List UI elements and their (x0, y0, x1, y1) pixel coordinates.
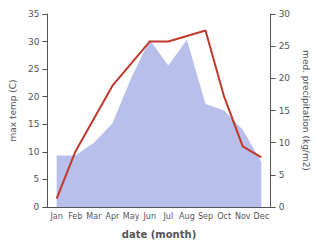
svg-text:Jan: Jan (49, 212, 62, 221)
svg-text:med. precipitation (kg/m2): med. precipitation (kg/m2) (301, 50, 311, 171)
svg-text:25: 25 (279, 41, 290, 51)
svg-text:Feb: Feb (68, 212, 82, 221)
svg-text:10: 10 (28, 147, 40, 157)
svg-text:20: 20 (279, 73, 291, 83)
svg-text:30: 30 (279, 9, 291, 19)
svg-text:Jun: Jun (142, 212, 156, 221)
svg-text:max temp (C): max temp (C) (8, 79, 18, 141)
svg-text:Oct: Oct (217, 212, 231, 221)
svg-text:Jul: Jul (162, 212, 173, 221)
svg-text:Apr: Apr (106, 212, 121, 221)
svg-text:Dec: Dec (254, 212, 269, 221)
svg-text:Mar: Mar (86, 212, 102, 221)
svg-text:15: 15 (279, 106, 290, 116)
svg-text:35: 35 (28, 9, 39, 19)
svg-text:20: 20 (28, 92, 40, 102)
svg-text:30: 30 (28, 37, 40, 47)
svg-text:15: 15 (28, 119, 39, 129)
svg-text:date (month): date (month) (122, 229, 196, 240)
svg-text:Sep: Sep (198, 212, 213, 221)
svg-text:Aug: Aug (179, 212, 195, 221)
svg-text:5: 5 (279, 170, 285, 180)
svg-text:0: 0 (279, 202, 285, 212)
svg-text:5: 5 (34, 174, 40, 184)
svg-text:0: 0 (34, 202, 40, 212)
svg-text:Nov: Nov (235, 212, 251, 221)
svg-text:25: 25 (28, 64, 39, 74)
svg-text:May: May (123, 212, 140, 221)
svg-text:10: 10 (279, 138, 291, 148)
